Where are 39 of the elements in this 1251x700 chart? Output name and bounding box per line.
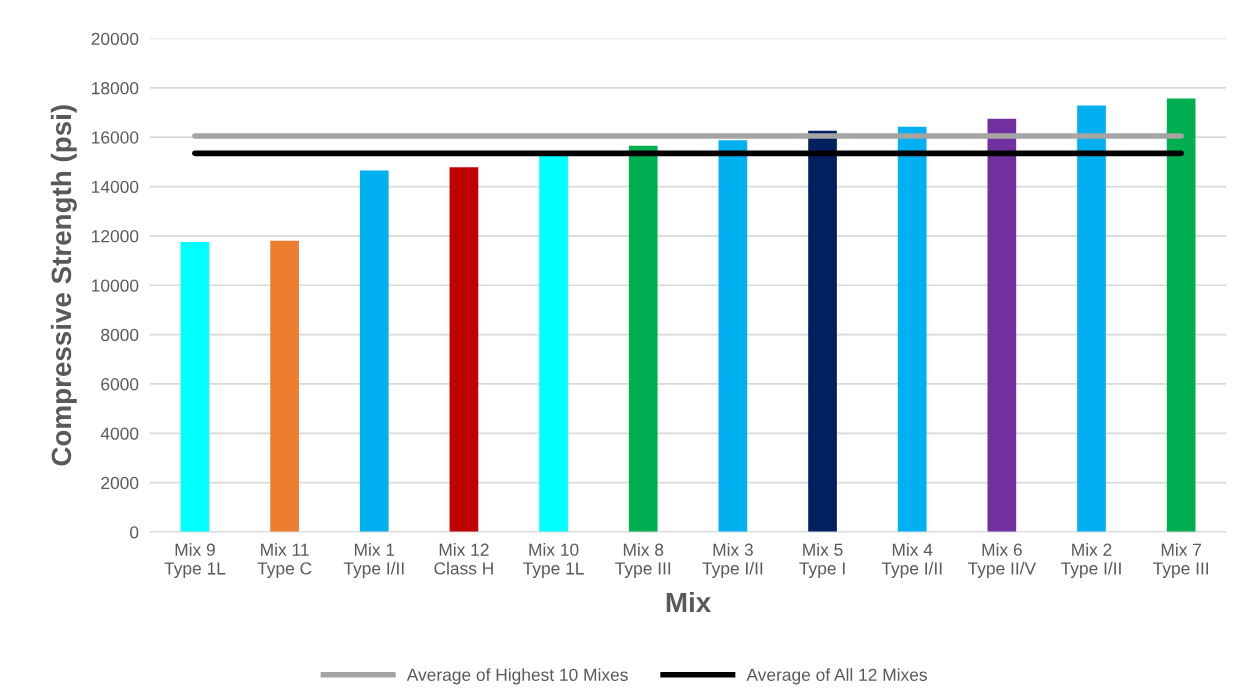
bar: [987, 118, 1017, 532]
y-tick-label: 12000: [92, 230, 139, 243]
bar: [359, 170, 389, 532]
y-axis-title: Compressive Strength (psi): [50, 105, 77, 466]
x-tick-label: Mix 8 Type III: [615, 543, 671, 578]
y-tick-label: 20000: [91, 32, 139, 45]
bar: [718, 140, 748, 532]
y-tick-label: 18000: [92, 82, 139, 95]
x-tick-label: Mix 1 Type I/II: [343, 543, 404, 578]
bar: [897, 126, 927, 532]
x-tick-label: Mix 10 Type 1L: [523, 543, 584, 578]
bar: [628, 145, 658, 532]
y-tick-label: 2000: [101, 476, 139, 490]
y-tick-label: 14000: [92, 180, 139, 194]
bar: [539, 153, 568, 532]
x-tick-label: Mix 4 Type I/II: [881, 543, 942, 578]
x-tick-label: Mix 9 Type 1L: [164, 543, 226, 578]
x-tick-label: Mix 7 Type III: [1153, 543, 1209, 578]
y-tick-label: 6000: [101, 378, 139, 391]
y-tick-label: 4000: [100, 427, 139, 440]
x-tick-label: Mix 5 Type I: [799, 543, 845, 578]
bar: [270, 240, 299, 532]
bar: [180, 242, 210, 532]
y-tick-label: 16000: [92, 131, 139, 144]
y-tick-label: 8000: [101, 328, 139, 342]
x-tick-label: Mix 11 Type C: [257, 543, 312, 578]
bar: [449, 167, 479, 532]
bar: [1077, 105, 1106, 532]
legend-label: Average of All 12 Mixes: [746, 668, 927, 685]
x-axis-title: Mix: [666, 591, 711, 613]
y-tick-label: 0: [130, 526, 139, 539]
legend-label: Average of Highest 10 Mixes: [406, 668, 628, 685]
bar: [808, 130, 837, 532]
x-tick-label: Mix 3 Type I/II: [702, 543, 763, 578]
x-tick-label: Mix 12 Class H: [434, 543, 493, 575]
bar: [1166, 98, 1196, 532]
x-tick-label: Mix 6 Type II/V: [967, 543, 1037, 578]
y-tick-label: 10000: [92, 279, 139, 292]
x-tick-label: Mix 2 Type I/II: [1061, 543, 1121, 578]
